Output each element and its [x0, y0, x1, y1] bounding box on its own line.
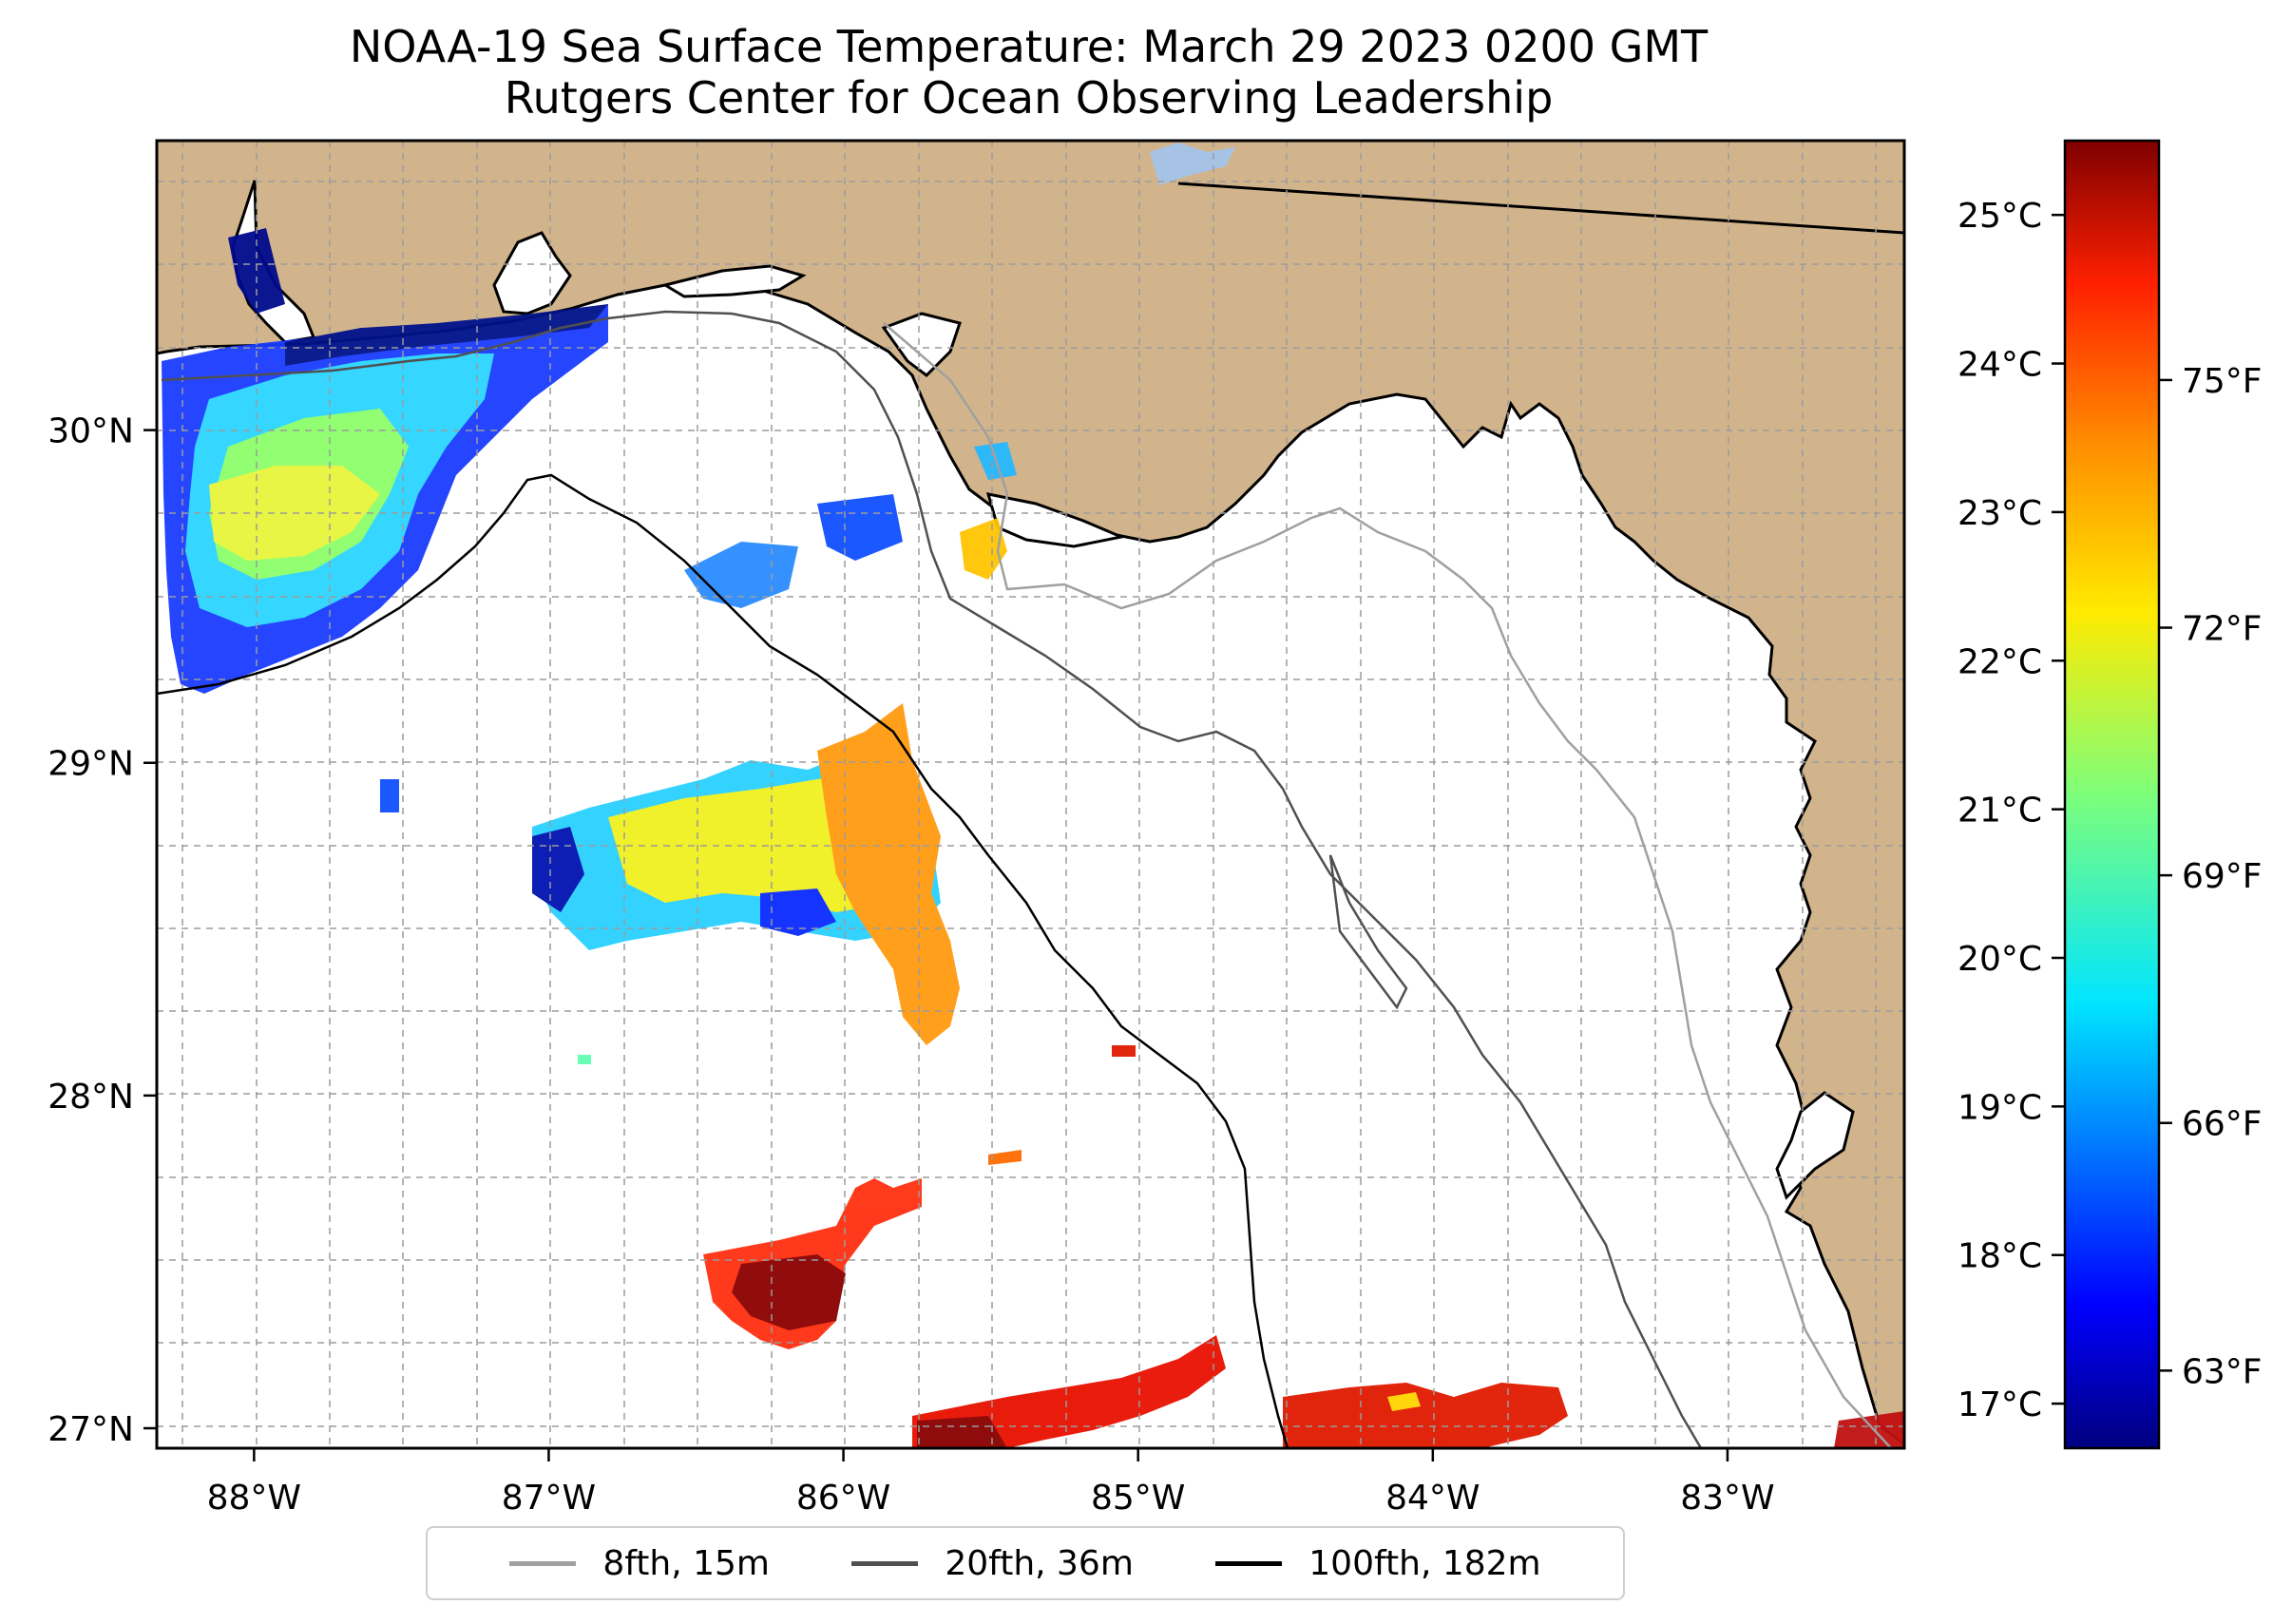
- fahrenheit-tick-label: 75°F: [2182, 362, 2263, 401]
- lat-tick-label: 27°N: [48, 1410, 134, 1449]
- sst-patch-southeast-yellow: [1387, 1392, 1421, 1411]
- longitude-ticks: 88°W 87°W 86°W 85°W 84°W 83°W: [207, 1448, 1775, 1518]
- fahrenheit-tick-label: 72°F: [2182, 610, 2263, 649]
- sst-patch-small-blue: [380, 779, 399, 812]
- sst-patch-mid-blue: [817, 494, 903, 561]
- contour-8fth: [883, 322, 1892, 1448]
- celsius-tick-label: 22°C: [1958, 642, 2042, 681]
- celsius-tick-label: 25°C: [1958, 197, 2042, 236]
- sst-patch-central-orange: [817, 703, 960, 1045]
- sst-patch-mid-blue2: [684, 542, 798, 608]
- sst-patch-southeast-corner: [1834, 1411, 1904, 1448]
- sst-patch-southeast-red: [1283, 1383, 1568, 1448]
- legend-label-8fth: 8fth, 15m: [602, 1543, 770, 1583]
- sst-data-layer: [162, 228, 1904, 1448]
- title-line-1: NOAA-19 Sea Surface Temperature: March 2…: [349, 21, 1709, 72]
- graticule: [157, 141, 1904, 1448]
- sst-patch-coastal-navy: [285, 304, 608, 366]
- lat-tick-label: 30°N: [48, 412, 134, 451]
- legend-item-8fth: 8fth, 15m: [509, 1544, 770, 1583]
- chart-title: NOAA-19 Sea Surface Temperature: March 2…: [157, 21, 1900, 124]
- legend-label-20fth: 20fth, 36m: [945, 1543, 1134, 1583]
- sst-patch-south-darkred: [732, 1254, 846, 1330]
- state-boundary: [1177, 182, 1904, 235]
- colorbar: [2063, 139, 2161, 1450]
- legend-swatch-20fth: [851, 1560, 919, 1566]
- choctawhatchee-bay: [661, 264, 807, 298]
- lon-tick-label: 88°W: [207, 1479, 301, 1518]
- contour-legend: 8fth, 15m 20fth, 36m 100fth, 182m: [426, 1526, 1625, 1600]
- celsius-tick-label: 21°C: [1958, 792, 2042, 831]
- lon-tick-label: 84°W: [1385, 1479, 1480, 1518]
- celsius-tick-label: 18°C: [1958, 1237, 2042, 1276]
- map-frame: [155, 139, 1906, 1450]
- latitude-ticks: 27°N 28°N 29°N 30°N: [48, 412, 157, 1449]
- lon-tick-label: 86°W: [796, 1479, 890, 1518]
- st-andrews-bay: [881, 312, 962, 377]
- sst-patch-speck-orange: [988, 1150, 1022, 1165]
- pensacola-bay: [492, 231, 572, 315]
- contour-20fth: [161, 310, 1703, 1448]
- celsius-tick-label: 19°C: [1958, 1088, 2042, 1127]
- sst-patch-small-cyan: [578, 1055, 591, 1064]
- contour-100fth: [157, 473, 1289, 1448]
- sst-patch-central-navy2: [760, 888, 836, 936]
- legend-item-20fth: 20fth, 36m: [851, 1544, 1134, 1583]
- fahrenheit-tick-label: 63°F: [2182, 1352, 2263, 1391]
- celsius-tick-label: 24°C: [1958, 346, 2042, 385]
- celsius-tick-label: 20°C: [1958, 940, 2042, 979]
- lon-tick-label: 83°W: [1680, 1479, 1774, 1518]
- fahrenheit-tick-label: 69°F: [2182, 857, 2263, 896]
- legend-swatch-100fth: [1215, 1560, 1283, 1566]
- celsius-tick-label: 17°C: [1958, 1385, 2042, 1424]
- title-line-2: Rutgers Center for Ocean Observing Leade…: [504, 72, 1554, 124]
- colorbar-celsius-ticks: 17°C 18°C 19°C 20°C 21°C 22°C 23°C 24°C 25°C: [1958, 197, 2065, 1424]
- sst-patch-central-navy: [532, 827, 584, 912]
- lat-tick-label: 28°N: [48, 1078, 134, 1117]
- lat-tick-label: 29°N: [48, 745, 134, 784]
- sst-patch-capeSanBlas: [960, 518, 1007, 580]
- fahrenheit-tick-label: 66°F: [2182, 1105, 2263, 1144]
- celsius-tick-label: 23°C: [1958, 494, 2042, 533]
- lon-tick-label: 87°W: [502, 1479, 596, 1518]
- legend-item-100fth: 100fth, 182m: [1215, 1543, 1541, 1583]
- lon-tick-label: 85°W: [1091, 1479, 1185, 1518]
- land-coastline: [157, 141, 1904, 1446]
- legend-swatch-8fth: [509, 1560, 577, 1566]
- sst-patch-southbottom-darkred: [917, 1416, 1007, 1448]
- tampa-bay: [1775, 1091, 1855, 1200]
- sst-patch-speck-red: [1112, 1045, 1136, 1057]
- colorbar-fahrenheit-ticks: 63°F 66°F 69°F 72°F 75°F: [2159, 362, 2263, 1391]
- legend-label-100fth: 100fth, 182m: [1308, 1543, 1541, 1583]
